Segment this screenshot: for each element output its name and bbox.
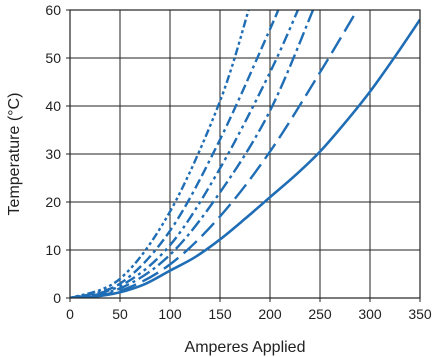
x-axis-ticks: 0 50 100 150 200 250 300 350 [66, 298, 432, 322]
y-tick-label: 50 [45, 50, 61, 66]
series-line-dash-dot [70, 10, 315, 298]
x-tick-label: 50 [112, 306, 128, 322]
x-tick-label: 100 [158, 306, 182, 322]
y-tick-label: 10 [45, 242, 61, 258]
x-tick-label: 0 [66, 306, 74, 322]
y-tick-label: 40 [45, 98, 61, 114]
series-line-dash-dash-dot [70, 10, 280, 298]
x-axis-label: Amperes Applied [185, 339, 306, 356]
x-tick-label: 250 [308, 306, 332, 322]
y-axis-ticks: 0 10 20 30 40 50 60 [45, 2, 70, 306]
y-tick-label: 30 [45, 146, 61, 162]
x-tick-label: 350 [408, 306, 432, 322]
series-line-dot-dot-dash [70, 10, 250, 298]
y-tick-label: 0 [53, 290, 61, 306]
y-tick-label: 60 [45, 2, 61, 18]
series-line-dash-dot-dot [70, 10, 300, 298]
y-axis-label: Temperature (°C) [6, 93, 23, 216]
grid [70, 10, 420, 298]
x-tick-label: 300 [358, 306, 382, 322]
series-group [70, 10, 420, 298]
series-line-long-dash [70, 10, 359, 298]
x-tick-label: 200 [258, 306, 282, 322]
x-tick-label: 150 [208, 306, 232, 322]
y-tick-label: 20 [45, 194, 61, 210]
series-line-solid [70, 18, 420, 298]
